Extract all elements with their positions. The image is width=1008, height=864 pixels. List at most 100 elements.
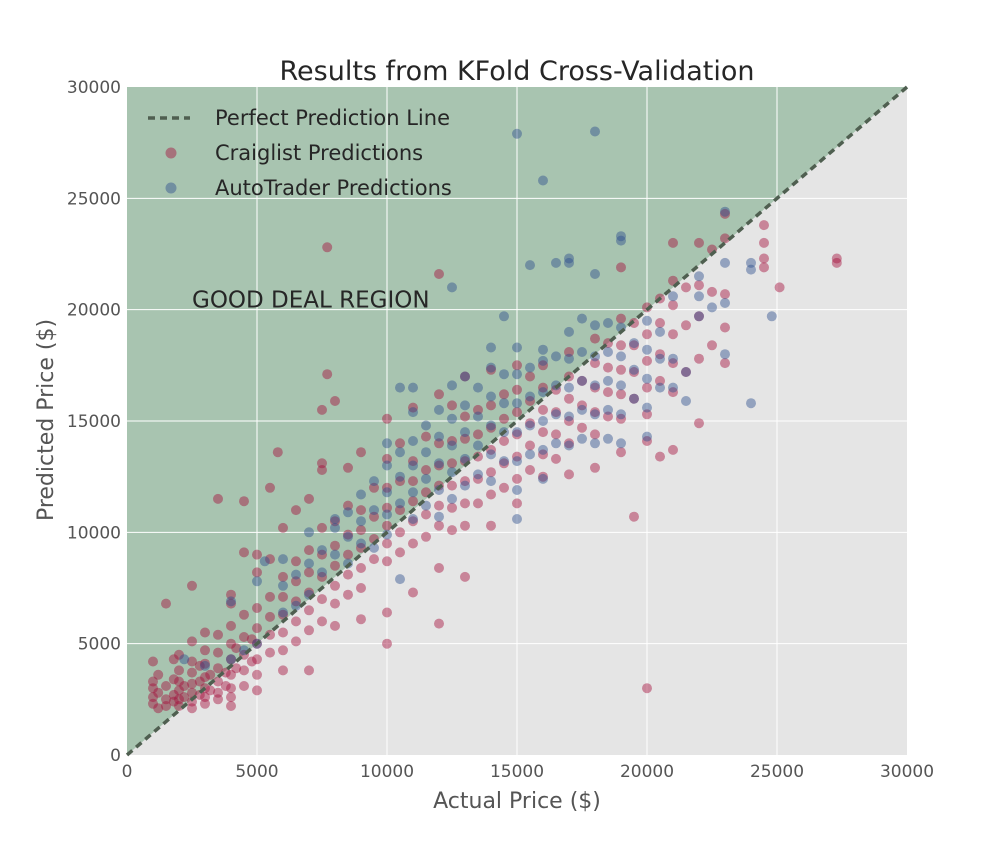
autotrader-point	[499, 456, 509, 467]
craigslist-point	[577, 422, 587, 433]
autotrader-point	[766, 311, 777, 322]
craigslist-point	[382, 638, 392, 649]
craigslist-point	[153, 703, 164, 714]
legend-autotrader-marker	[165, 182, 177, 194]
craigslist-point	[304, 605, 314, 616]
craigslist-point	[200, 698, 210, 709]
autotrader-point	[694, 291, 704, 302]
autotrader-point	[447, 440, 457, 451]
craigslist-point	[408, 402, 418, 413]
craigslist-point	[317, 465, 327, 475]
craigslist-point	[252, 685, 262, 696]
autotrader-point	[629, 338, 639, 349]
autotrader-point	[668, 382, 678, 393]
craigslist-point	[246, 656, 257, 667]
craigslist-point	[179, 681, 190, 691]
autotrader-point	[395, 574, 405, 585]
autotrader-point	[668, 353, 678, 364]
craigslist-point	[395, 476, 405, 487]
craigslist-point	[434, 269, 444, 279]
autotrader-point	[629, 393, 639, 404]
autotrader-point	[629, 364, 639, 375]
autotrader-point	[252, 576, 262, 587]
autotrader-point	[473, 382, 483, 393]
craigslist-point	[239, 681, 249, 691]
autotrader-point	[655, 353, 665, 364]
craigslist-point	[564, 416, 574, 426]
autotrader-point	[382, 487, 392, 498]
craigslist-point	[447, 400, 457, 411]
craigslist-point	[499, 389, 509, 400]
craigslist-point	[434, 520, 444, 531]
craigslist-point	[512, 360, 522, 371]
craigslist-point	[174, 649, 184, 660]
craigslist-point	[590, 407, 600, 418]
craigslist-point	[512, 384, 522, 395]
craigslist-point	[265, 554, 275, 565]
craigslist-point	[278, 645, 288, 656]
autotrader-point	[616, 438, 626, 449]
craigslist-point	[473, 473, 483, 484]
craigslist-point	[473, 404, 483, 415]
craigslist-point	[330, 580, 340, 591]
craigslist-point	[603, 387, 613, 398]
x-tick-label: 10000	[360, 762, 414, 782]
craigslist-point	[395, 527, 405, 538]
craigslist-point	[629, 340, 639, 351]
autotrader-point	[343, 531, 353, 542]
autotrader-point	[603, 347, 613, 357]
craigslist-point	[681, 320, 691, 331]
craigslist-point	[382, 538, 392, 549]
autotrader-point	[538, 416, 548, 426]
craigslist-point	[168, 696, 179, 707]
autotrader-point	[226, 596, 236, 607]
autotrader-point	[681, 396, 691, 406]
craigslist-point	[473, 498, 483, 509]
craigslist-point	[668, 387, 678, 398]
craigslist-point	[369, 554, 379, 565]
craigslist-point	[629, 511, 639, 522]
craigslist-point	[161, 681, 171, 691]
craigslist-point	[220, 681, 231, 691]
craigslist-point	[616, 389, 626, 400]
autotrader-point	[369, 476, 379, 487]
craigslist-point	[246, 634, 257, 645]
craigslist-point	[252, 567, 262, 578]
autotrader-point	[577, 347, 587, 357]
craigslist-point	[831, 253, 842, 264]
craigslist-point	[642, 683, 652, 694]
craigslist-point	[694, 418, 704, 429]
craigslist-point	[694, 280, 704, 291]
craigslist-point	[161, 701, 171, 711]
craigslist-point	[252, 603, 262, 613]
y-axis-ticks: 0 5000 10000 15000 20000 25000 30000	[67, 78, 121, 766]
autotrader-point	[499, 369, 509, 380]
craigslist-point	[226, 598, 236, 609]
good-deal-region-label: GOOD DEAL REGION	[192, 288, 430, 314]
craigslist-point	[148, 692, 158, 703]
autotrader-point	[603, 433, 613, 444]
autotrader-point	[720, 298, 730, 308]
craigslist-point	[408, 456, 418, 467]
y-tick-label: 5000	[78, 635, 121, 655]
autotrader-point	[668, 291, 678, 302]
craigslist-point	[434, 563, 444, 573]
craigslist-point	[343, 569, 353, 580]
craigslist-point	[330, 396, 340, 406]
autotrader-point	[616, 235, 626, 246]
craigslist-point	[213, 676, 223, 687]
autotrader-point	[291, 600, 301, 611]
craigslist-point	[629, 393, 639, 404]
craigslist-point	[382, 453, 392, 464]
autotrader-point	[278, 607, 288, 618]
autotrader-point	[538, 344, 548, 355]
autotrader-point	[395, 447, 405, 458]
craigslist-point	[239, 609, 249, 620]
autotrader-point	[538, 473, 548, 484]
craigslist-point	[239, 496, 249, 507]
craigslist-point	[434, 389, 444, 400]
autotrader-point	[590, 409, 600, 420]
autotrader-point	[720, 257, 730, 268]
x-tick-label: 5000	[235, 762, 278, 782]
craigslist-point	[330, 516, 340, 527]
